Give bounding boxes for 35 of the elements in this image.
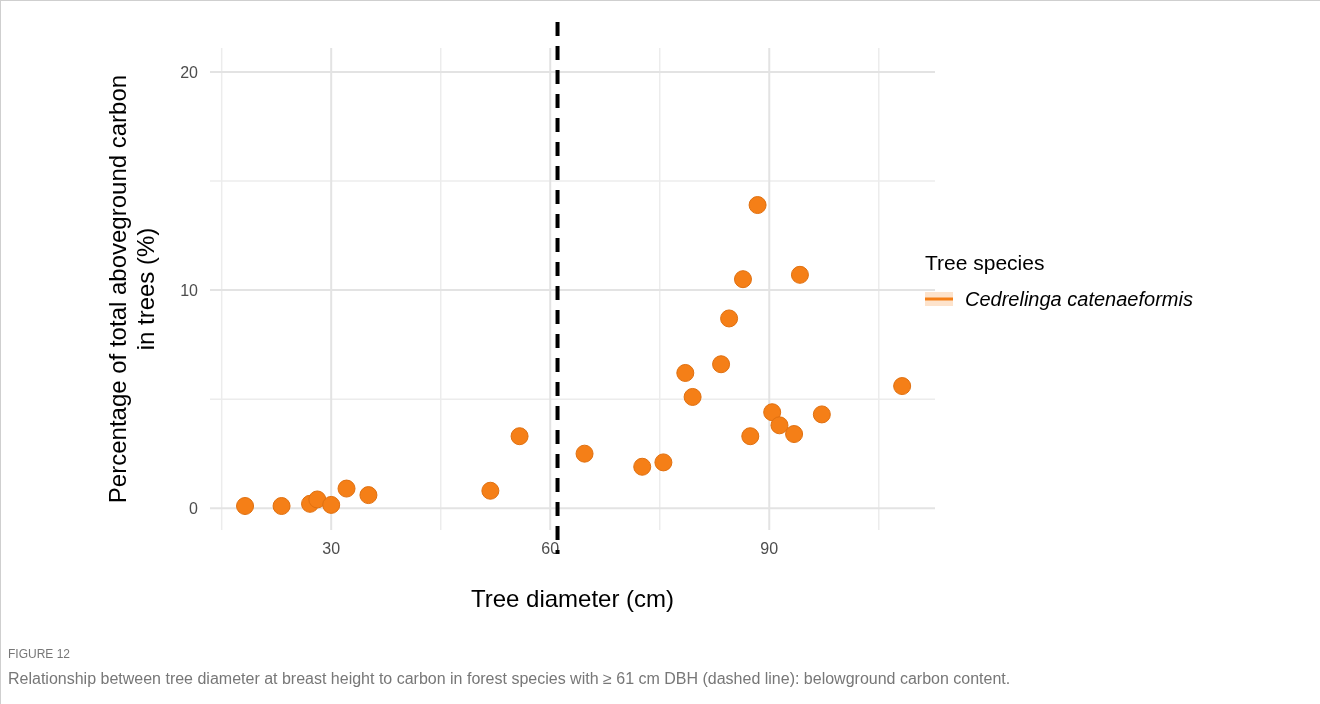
point: [893, 377, 912, 396]
point: [322, 495, 341, 514]
y-tick-label: 10: [180, 282, 199, 300]
point: [741, 427, 760, 446]
point: [683, 387, 702, 406]
point: [770, 416, 789, 435]
point: [481, 481, 500, 500]
point: [272, 497, 291, 516]
point: [720, 309, 739, 328]
point: [785, 425, 804, 444]
point: [790, 265, 809, 284]
point: [763, 403, 782, 422]
point: [733, 270, 752, 289]
point: [308, 490, 327, 509]
point: [812, 405, 831, 424]
point: [633, 457, 652, 476]
point: [748, 196, 767, 215]
point: [575, 444, 594, 463]
point: [654, 453, 673, 472]
point: [510, 427, 529, 446]
x-tick-label: 30: [322, 540, 341, 557]
y-tick-label: 0: [189, 500, 199, 518]
y-tick-label: 20: [180, 63, 199, 81]
point: [236, 497, 255, 516]
legend-label: Cedrelinga catenaeformis: [965, 288, 1193, 310]
y-axis-title: Percentage of total aboveground carbon in trees (%): [104, 74, 159, 504]
point: [359, 486, 378, 505]
point: [676, 363, 695, 382]
x-tick-label: 90: [760, 540, 779, 557]
point: [337, 479, 356, 498]
caption: FIGURE 12: [8, 647, 71, 661]
legend-title: Tree species: [925, 251, 1045, 274]
point: [712, 355, 731, 374]
x-axis-title: Tree diameter (cm): [470, 585, 675, 612]
text: Relationship between tree diameter at breast height to carbon in forest species with ≥ 61 cm DBH (dashed line): belowground carbon content.: [8, 670, 1011, 687]
